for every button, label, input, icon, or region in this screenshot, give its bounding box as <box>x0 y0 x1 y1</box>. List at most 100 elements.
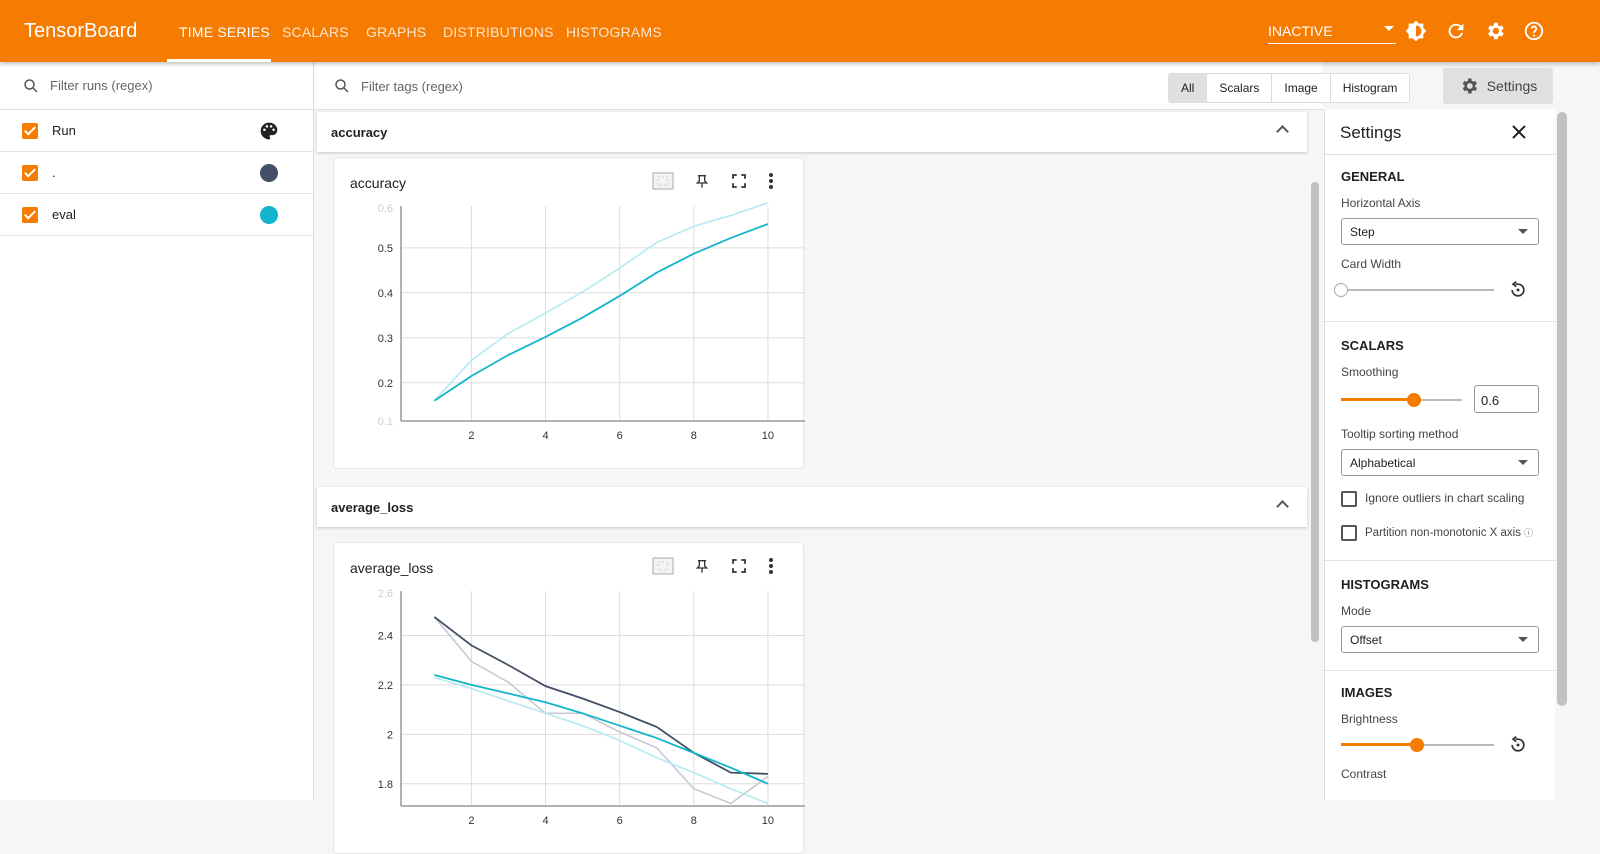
tab-distributions[interactable]: DISTRIBUTIONS <box>443 24 554 40</box>
x-tick-label: 6 <box>617 815 623 827</box>
smoothing-slider[interactable] <box>1341 390 1462 410</box>
images-section: IMAGES Brightness Contrast <box>1325 670 1555 810</box>
x-tick-label: 8 <box>691 815 697 827</box>
type-histogram-button[interactable]: Histogram <box>1330 74 1410 102</box>
run-checkbox[interactable] <box>22 164 38 181</box>
histogram-mode-select[interactable]: Offset <box>1341 626 1539 653</box>
slider-thumb[interactable] <box>1334 283 1348 297</box>
smoothing-input[interactable]: 0.6 <box>1474 385 1539 413</box>
settings-toggle-button[interactable]: Settings <box>1443 68 1553 104</box>
card-width-slider[interactable] <box>1334 280 1531 300</box>
group-name: accuracy <box>331 125 388 140</box>
runs-filter[interactable]: Filter runs (regex) <box>0 62 313 110</box>
tooltip-sort-select[interactable]: Alphabetical <box>1341 449 1539 476</box>
tab-time-series[interactable]: TIME SERIES <box>179 24 270 40</box>
runs-panel: Filter runs (regex) Run . eval <box>0 62 314 800</box>
chevron-up-icon[interactable] <box>1276 125 1289 138</box>
settings-button-label: Settings <box>1486 78 1538 94</box>
run-color-swatch[interactable] <box>260 205 278 224</box>
field-label: Tooltip sorting method <box>1341 427 1459 441</box>
raw-series-line-. <box>433 616 769 805</box>
x-tick-label: 2 <box>468 430 474 442</box>
fit-domain-icon[interactable] <box>652 557 674 575</box>
tab-scalars[interactable]: SCALARS <box>282 24 349 40</box>
y-tick-label: 1.8 <box>378 779 393 791</box>
fit-domain-icon[interactable] <box>652 172 674 190</box>
x-tick-label: 10 <box>762 430 774 442</box>
average-loss-chart[interactable]: 1.8 2 2.2 2.4 2.6 2 4 6 8 10 <box>334 583 805 843</box>
settings-icon[interactable] <box>1484 20 1506 42</box>
info-icon[interactable]: ⓘ <box>1524 528 1534 539</box>
tab-histograms[interactable]: HISTOGRAMS <box>566 24 662 40</box>
field-label: Card Width <box>1341 257 1402 271</box>
x-tick-label: 8 <box>691 430 697 442</box>
more-vert-icon[interactable] <box>768 557 774 575</box>
more-vert-icon[interactable] <box>768 172 774 190</box>
pin-icon[interactable] <box>694 172 710 190</box>
type-all-button[interactable]: All <box>1169 74 1208 102</box>
y-tick-label: 0.1 <box>378 416 393 428</box>
run-checkbox[interactable] <box>22 206 38 223</box>
horizontal-axis-select[interactable]: Step <box>1341 218 1539 245</box>
y-tick-label: 0.2 <box>378 378 393 390</box>
y-tick-label: 2.6 <box>378 588 393 600</box>
refresh-icon[interactable] <box>1445 20 1467 42</box>
option-label: Partition non-monotonic X axis <box>1365 527 1521 540</box>
select-value: Step <box>1350 225 1375 239</box>
top-bar: TensorBoard TIME SERIES SCALARS GRAPHS D… <box>0 0 1600 62</box>
settings-title: Settings <box>1340 123 1402 142</box>
brightness-slider[interactable] <box>1341 735 1531 755</box>
ignore-outliers-option[interactable]: Ignore outliers in chart scaling <box>1341 491 1539 507</box>
select-value: Alphabetical <box>1350 456 1416 470</box>
reset-icon[interactable] <box>1508 735 1528 755</box>
ignore-outliers-checkbox[interactable] <box>1341 491 1357 507</box>
close-icon[interactable] <box>1511 124 1527 140</box>
y-tick-label: 2 <box>387 729 393 741</box>
runs-filter-input[interactable]: Filter runs (regex) <box>50 78 153 93</box>
field-label: Smoothing <box>1341 365 1399 379</box>
y-tick-label: 0.4 <box>378 288 393 300</box>
palette-icon[interactable] <box>259 121 279 141</box>
run-color-swatch[interactable] <box>260 163 278 182</box>
settings-scrollbar[interactable] <box>1557 112 1567 706</box>
section-heading: GENERAL <box>1341 169 1405 184</box>
group-header-average-loss[interactable]: average_loss <box>317 487 1307 527</box>
brightness-icon[interactable] <box>1405 20 1427 42</box>
group-header-accuracy[interactable]: accuracy <box>317 112 1307 152</box>
card-title: average_loss <box>350 560 434 576</box>
raw-series-line-eval <box>433 202 769 402</box>
select-all-checkbox[interactable] <box>22 122 38 139</box>
slider-thumb[interactable] <box>1410 738 1424 752</box>
chevron-up-icon[interactable] <box>1276 500 1289 513</box>
accuracy-chart[interactable]: 0.1 0.2 0.3 0.4 0.5 0.6 2 4 6 8 10 <box>334 198 805 458</box>
raw-series-line-eval <box>434 676 769 805</box>
settings-icon <box>1462 78 1477 94</box>
partition-checkbox[interactable] <box>1341 525 1357 541</box>
app-logo: TensorBoard <box>24 20 138 42</box>
reset-icon[interactable] <box>1508 280 1528 300</box>
main-scrollbar[interactable] <box>1311 182 1319 642</box>
section-heading: HISTOGRAMS <box>1341 577 1429 592</box>
type-scalars-button[interactable]: Scalars <box>1207 74 1273 102</box>
help-icon[interactable] <box>1523 20 1545 42</box>
runs-header-row: Run <box>0 110 313 152</box>
x-tick-label: 4 <box>542 430 548 442</box>
slider-thumb[interactable] <box>1407 393 1421 407</box>
type-image-button[interactable]: Image <box>1272 74 1331 102</box>
y-tick-label: 2.4 <box>378 630 393 642</box>
partition-option[interactable]: Partition non-monotonic X axis ⓘ <box>1341 525 1539 541</box>
status-value: INACTIVE <box>1268 23 1333 39</box>
search-icon <box>24 78 38 93</box>
run-row[interactable]: . <box>0 152 313 194</box>
fullscreen-icon[interactable] <box>730 557 748 575</box>
x-tick-label: 2 <box>468 815 474 827</box>
reload-status-select[interactable]: INACTIVE <box>1268 18 1396 44</box>
histograms-section: HISTOGRAMS Mode Offset <box>1325 560 1555 670</box>
run-row[interactable]: eval <box>0 194 313 236</box>
pin-icon[interactable] <box>694 557 710 575</box>
y-tick-label: 0.5 <box>378 243 393 255</box>
tags-filter-input[interactable]: Filter tags (regex) <box>361 79 463 94</box>
run-column-label: Run <box>52 123 76 138</box>
fullscreen-icon[interactable] <box>730 172 748 190</box>
tab-graphs[interactable]: GRAPHS <box>366 24 427 40</box>
